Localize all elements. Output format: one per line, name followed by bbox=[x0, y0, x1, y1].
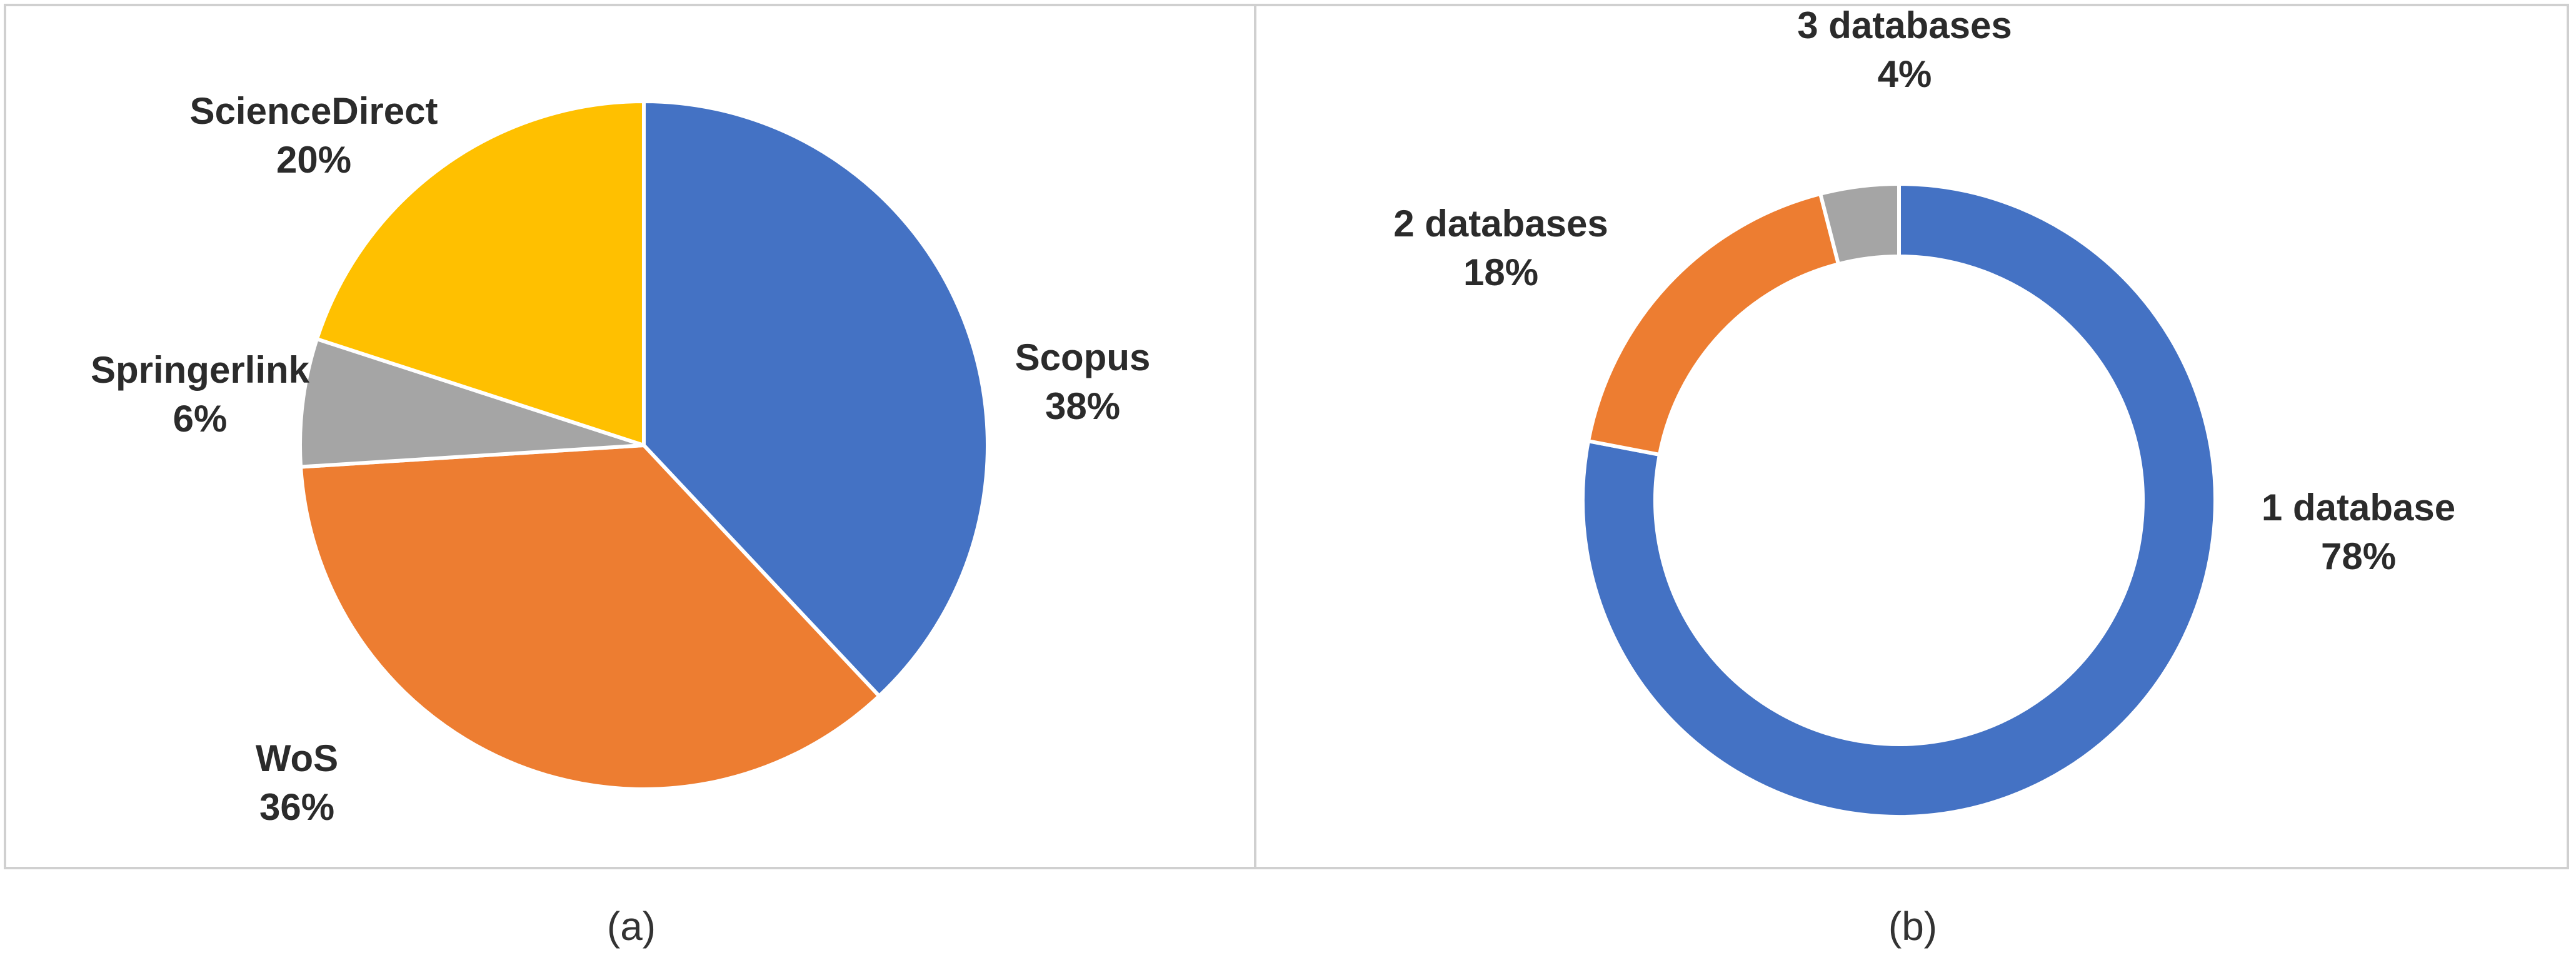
pie-a-label-percent: 6% bbox=[173, 398, 228, 440]
pie-a-slice-scopus bbox=[642, 99, 990, 699]
pie-a-label-percent: 20% bbox=[276, 139, 351, 181]
donut-b-label-3-databases: 3 databases 4% bbox=[1797, 4, 2012, 95]
donut-b-label-1-database: 1 database 78% bbox=[2262, 487, 2455, 577]
pie-a-label-wos: WoS 36% bbox=[256, 737, 338, 828]
pie-a-label-name: ScienceDirect bbox=[190, 90, 438, 132]
panel-b: 1 database 78% 2 databases 18% 3 databases 4%… bbox=[1254, 4, 2569, 949]
pie-a-slice-springerlink bbox=[298, 336, 644, 469]
donut-b-label-percent: 78% bbox=[2321, 535, 2396, 577]
donut-b-label-name: 3 databases bbox=[1797, 4, 2012, 46]
panel-a-caption: (a) bbox=[607, 904, 656, 949]
donut-b-labels: 1 database 78% 2 databases 18% 3 databases 4% bbox=[1393, 4, 2455, 577]
donut-b-slices bbox=[1581, 181, 2217, 819]
donut-b-label-name: 2 databases bbox=[1393, 203, 1608, 245]
donut-b-label-2-databases: 2 databases 18% bbox=[1393, 203, 1608, 293]
pie-a-label-scopus: Scopus 38% bbox=[1015, 336, 1151, 427]
pie-a-slice-sciencedirect bbox=[314, 99, 646, 448]
pie-a-slices bbox=[298, 99, 990, 791]
pie-a-label-percent: 36% bbox=[259, 786, 334, 828]
pie-a-label-name: Springerlink bbox=[91, 349, 310, 391]
panel-b-caption: (b) bbox=[1888, 904, 1937, 949]
pie-a-label-percent: 38% bbox=[1045, 385, 1120, 427]
pie-a-label-name: Scopus bbox=[1015, 336, 1151, 378]
donut-b-label-percent: 4% bbox=[1878, 53, 1932, 95]
panel-b-frame bbox=[1254, 4, 2569, 869]
donut-b-label-percent: 18% bbox=[1463, 251, 1538, 293]
pie-a-slice-wos bbox=[298, 443, 882, 791]
donut-b-slice-3-databases bbox=[1818, 181, 1901, 266]
pie-a-label-sciencedirect: ScienceDirect 20% bbox=[190, 90, 438, 181]
pie-a-label-springerlink: Springerlink 6% bbox=[91, 349, 310, 440]
panel-a: Scopus 38% WoS 36% Springerlink 6% ScienceDire… bbox=[4, 4, 1256, 949]
pie-a-label-name: WoS bbox=[256, 737, 338, 779]
pie-a-labels: Scopus 38% WoS 36% Springerlink 6% ScienceDire… bbox=[91, 90, 1150, 828]
donut-b-slice-1-database bbox=[1581, 181, 2217, 819]
donut-b-label-name: 1 database bbox=[2262, 487, 2455, 528]
